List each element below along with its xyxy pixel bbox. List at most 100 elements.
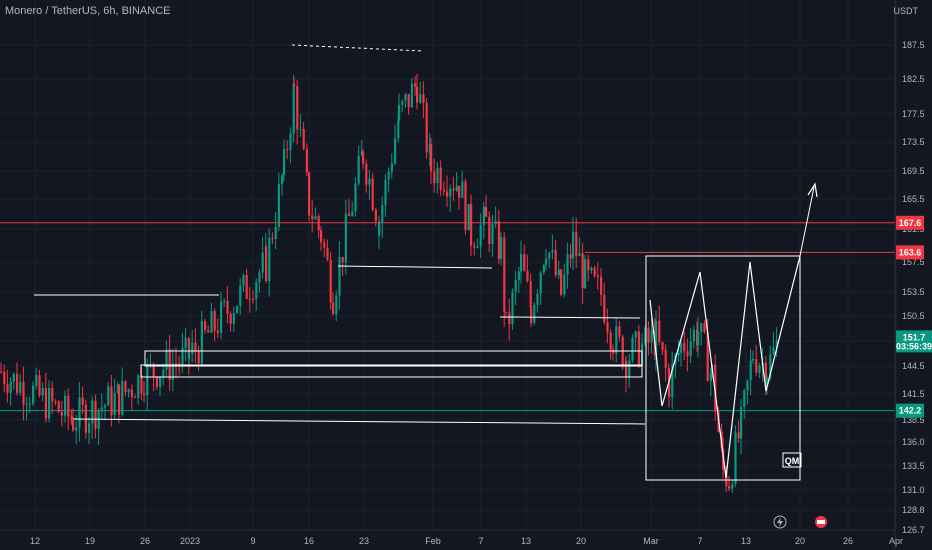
price-tick-label: 136.0	[902, 437, 925, 447]
candle-body	[467, 203, 470, 231]
candle-body	[425, 102, 428, 153]
candle-body	[650, 330, 653, 343]
candle-body	[197, 351, 200, 364]
candle-body	[67, 395, 70, 417]
candle-body	[697, 332, 700, 345]
time-tick-label: 20	[795, 536, 805, 546]
candle-body	[401, 101, 404, 105]
candle-body	[152, 363, 155, 377]
candle-body	[38, 375, 41, 396]
candle-body	[766, 377, 769, 387]
candle-body	[422, 94, 425, 103]
candle-body	[302, 128, 305, 149]
candle-body	[60, 411, 63, 416]
candle-body	[488, 216, 491, 245]
price-tick-label: 165.5	[902, 194, 925, 204]
candle-body	[491, 224, 494, 245]
candle-body	[410, 83, 413, 108]
candle-body	[728, 486, 731, 489]
time-tick-label: 20	[576, 536, 586, 546]
candle-body	[612, 349, 615, 354]
candle-body	[446, 191, 449, 197]
candle-body	[374, 209, 377, 222]
candle-body	[317, 216, 320, 231]
candle-body	[200, 321, 203, 364]
candle-body	[647, 327, 650, 343]
candle-body	[709, 372, 712, 381]
candle-body	[178, 363, 181, 365]
candle-body	[171, 363, 174, 381]
candle-body	[503, 237, 506, 312]
candle-body	[384, 179, 387, 205]
candle-body	[634, 331, 637, 338]
candle-body	[449, 188, 452, 197]
candle-body	[181, 347, 184, 365]
price-tick-label: 177.5	[902, 109, 925, 119]
time-tick-label: 13	[521, 536, 531, 546]
time-axis[interactable]: 12 19 26 2023 9 16 23 Feb 7 13 20 Mar 7 13 20 26 Apr	[30, 536, 903, 546]
candle-body	[548, 252, 551, 259]
candle-body	[523, 254, 526, 271]
candle-body	[631, 337, 634, 361]
price-axis[interactable]: 187.5182.5177.5173.5169.5165.5161.5157.5…	[902, 40, 925, 535]
candle-body	[439, 167, 442, 190]
time-tick-label: 13	[741, 536, 751, 546]
lower-support-line	[72, 418, 646, 425]
candle-body	[159, 376, 162, 387]
candle-body	[575, 231, 578, 257]
candle-body	[143, 393, 146, 396]
price-tick-label: 157.5	[902, 257, 925, 267]
candle-body	[281, 175, 284, 185]
event-flag-icon[interactable]	[815, 516, 827, 528]
candle-body	[545, 258, 548, 265]
price-tick-label: 133.5	[902, 461, 925, 471]
candle-body	[428, 144, 431, 153]
candle-body	[542, 264, 545, 273]
candle-body	[110, 386, 113, 416]
candle-body	[3, 371, 6, 385]
time-tick-label: 23	[359, 536, 369, 546]
candle-body	[289, 133, 292, 150]
price-tick-label: 128.8	[902, 505, 925, 515]
price-tick-label: 126.7	[902, 525, 925, 535]
candle-body	[245, 275, 248, 299]
price-tick-label: 169.5	[902, 166, 925, 176]
candle-body	[127, 389, 130, 392]
candle-body	[514, 279, 517, 292]
candle-body	[54, 401, 57, 403]
candle-body	[277, 184, 280, 227]
candle-body	[581, 253, 584, 289]
candle-body	[772, 347, 775, 355]
candle-body	[72, 420, 75, 431]
candle-body	[476, 246, 479, 248]
candle-body	[323, 242, 326, 248]
support-line-jan	[337, 265, 493, 269]
candle-body	[416, 86, 419, 103]
candle-body	[100, 407, 103, 410]
candle-body	[283, 149, 286, 176]
candle-body	[344, 213, 347, 263]
candle-body	[91, 400, 94, 424]
candle-body	[357, 155, 360, 184]
candle-body	[655, 320, 658, 356]
candle-body	[536, 293, 539, 305]
candle-body	[362, 151, 365, 164]
candle-body	[326, 247, 329, 260]
price-tick-label: 141.5	[902, 389, 925, 399]
candle-body	[667, 367, 670, 380]
lightning-icon[interactable]	[773, 515, 787, 529]
candle-body	[104, 405, 107, 408]
last-price-label: 151.7	[903, 332, 926, 342]
candle-body	[407, 93, 410, 108]
candle-body	[216, 330, 219, 333]
candle-body	[442, 189, 445, 192]
price-marker-badge	[896, 245, 924, 260]
candle-body	[194, 342, 197, 352]
candle-body	[368, 178, 371, 185]
candle-body	[140, 375, 143, 394]
symbol-legend[interactable]: Monero / TetherUS, 6h, BINANCE	[5, 5, 171, 17]
candle-body	[286, 149, 289, 151]
candle-body	[755, 359, 758, 373]
candle-body	[311, 215, 314, 220]
